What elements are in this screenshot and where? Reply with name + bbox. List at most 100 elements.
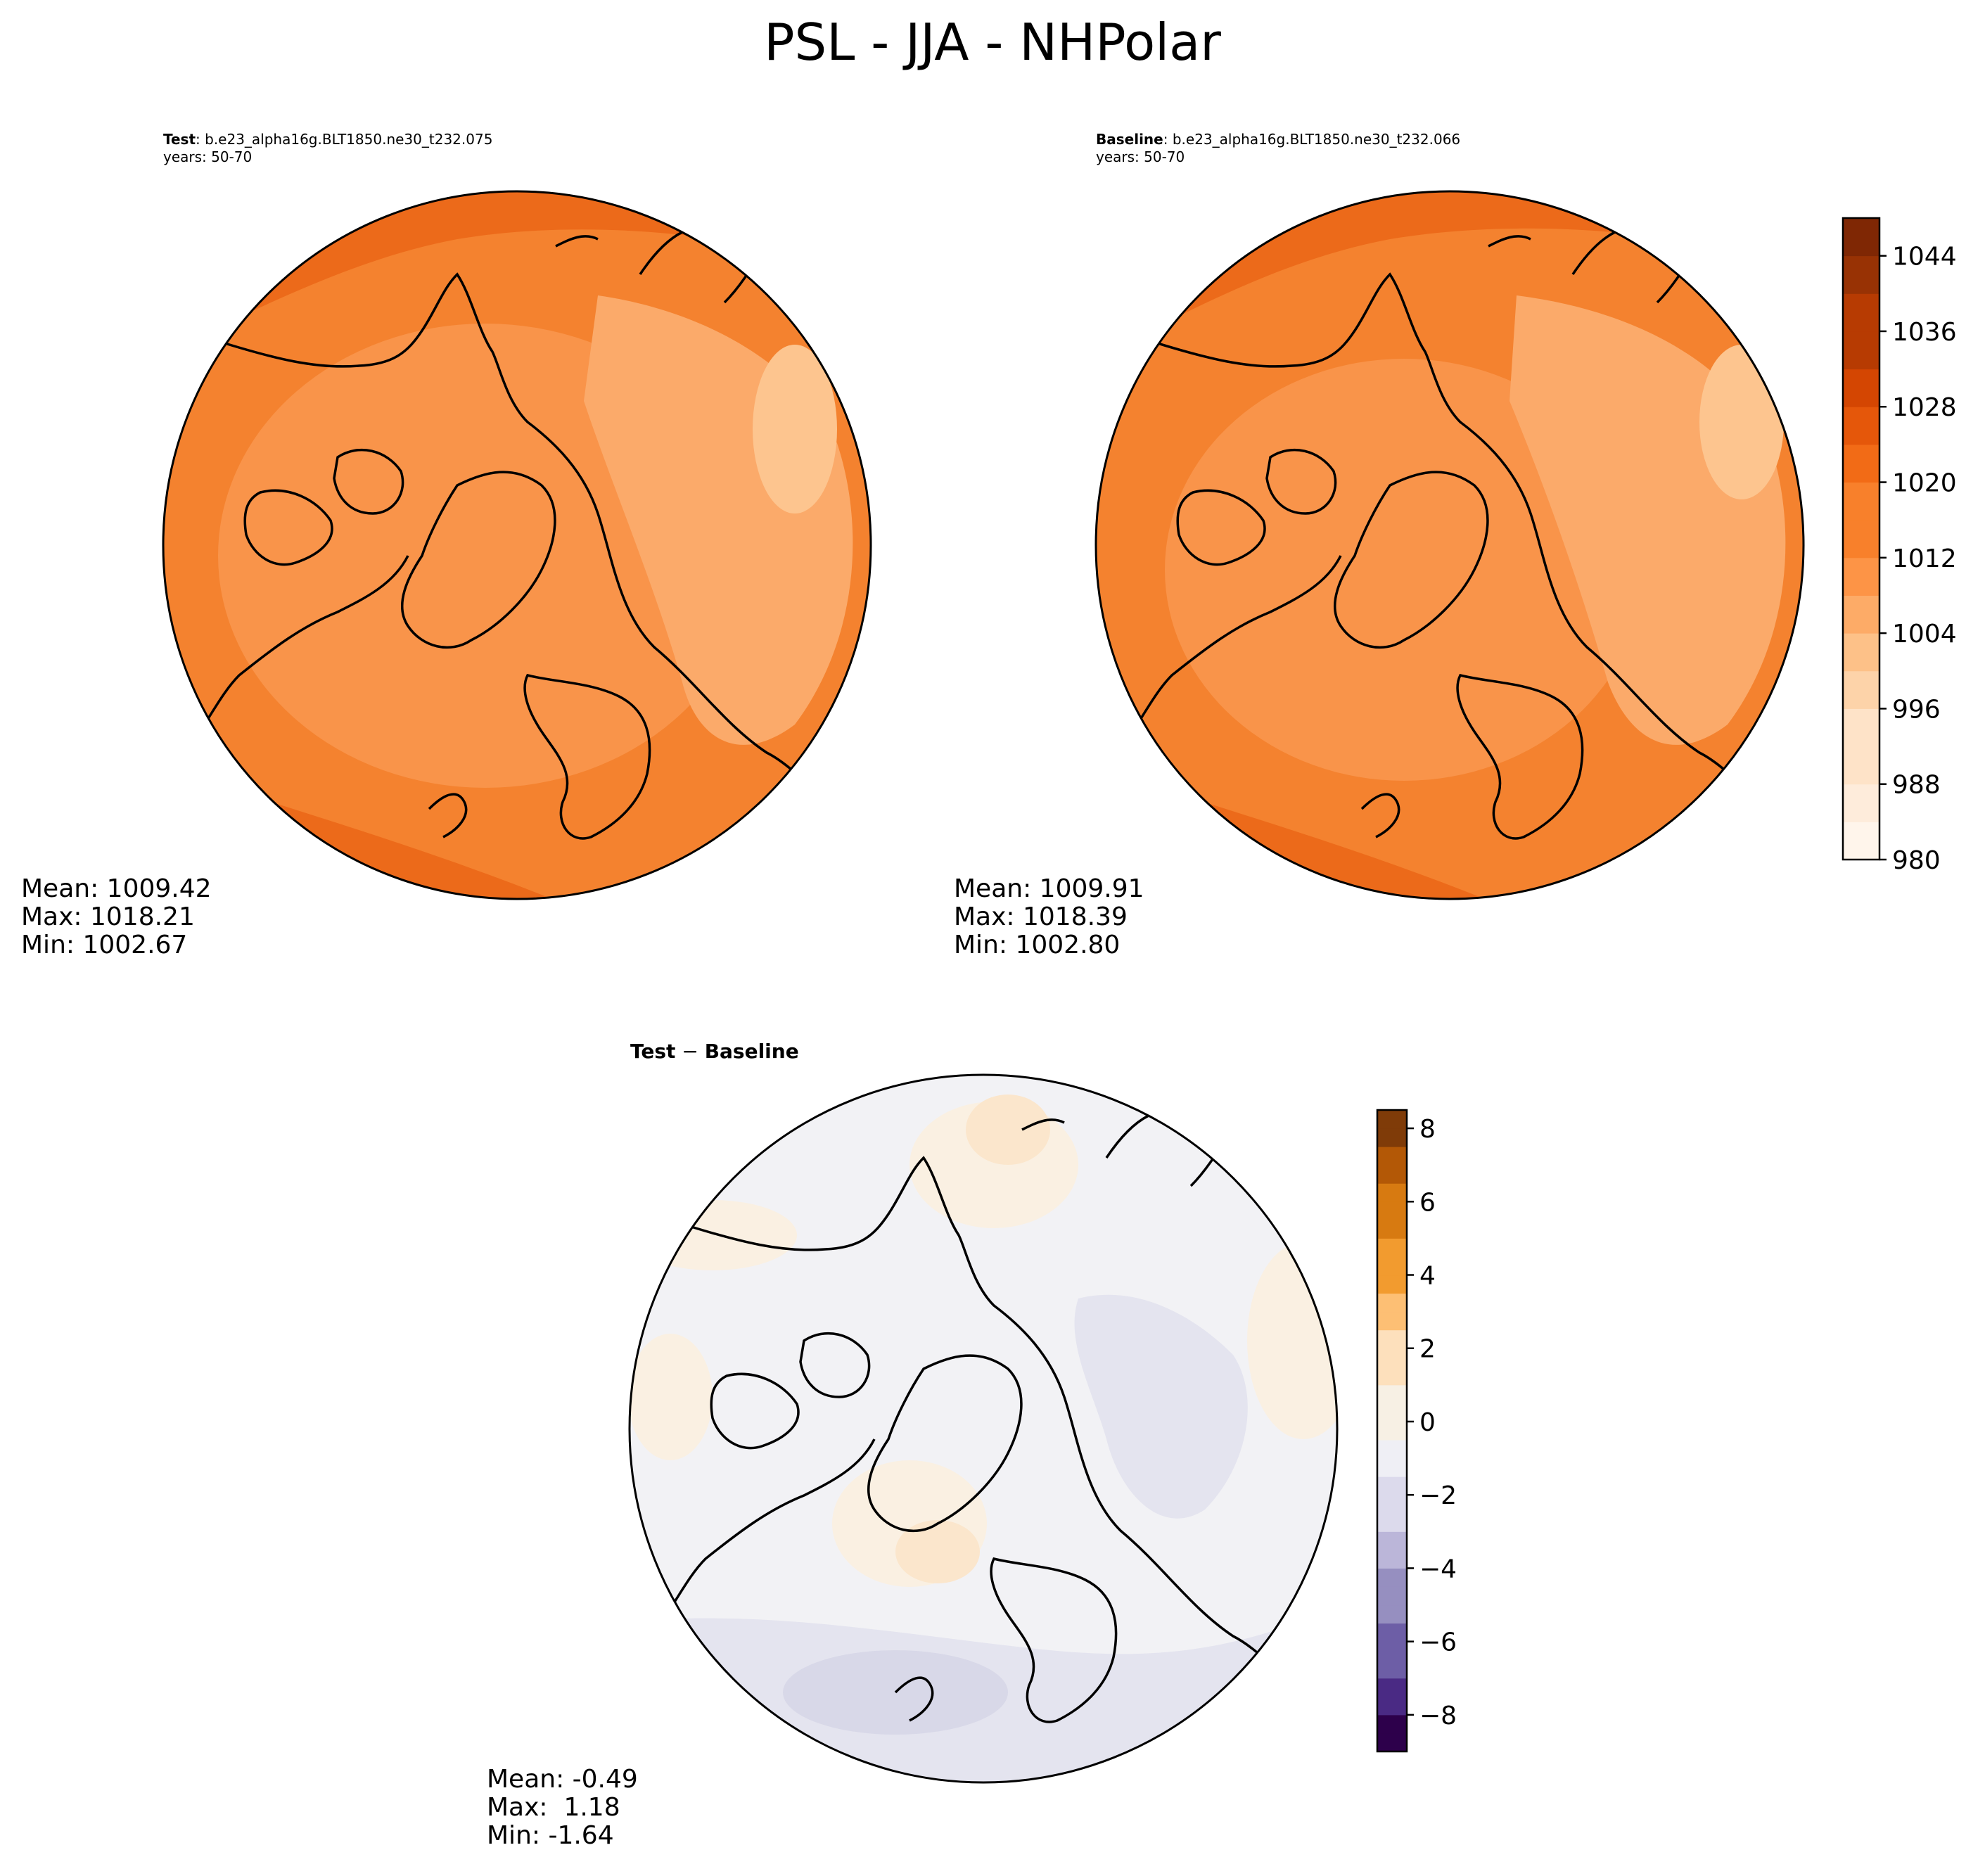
diff-colorbar-level	[1377, 1147, 1407, 1166]
psl-colorbar-level	[1843, 633, 1879, 672]
test-stats: Mean: 1009.42 Max: 1018.21 Min: 1002.67	[21, 875, 212, 959]
psl-colorbar-level	[1843, 746, 1879, 785]
diff-colorbar-level	[1377, 1641, 1407, 1661]
test-max: Max: 1018.21	[21, 902, 195, 931]
diff-max: Max: 1.18	[487, 1793, 620, 1822]
psl-colorbar-level	[1843, 331, 1879, 370]
test-case-name: : b.e23_alpha16g.BLT1850.ne30_t232.075	[196, 131, 493, 148]
psl-colorbar-level	[1843, 670, 1879, 709]
diff-colorbar-tick-label: −4	[1419, 1555, 1457, 1583]
diff-colorbar-level	[1377, 1604, 1407, 1624]
test-min: Min: 1002.67	[21, 931, 188, 959]
psl-colorbar-tick-label: 1044	[1892, 243, 1957, 272]
diff-colorbar-level	[1377, 1329, 1407, 1349]
psl-colorbar-level	[1843, 218, 1879, 257]
figure-title: PSL - JJA - NHPolar	[764, 13, 1221, 72]
baseline-max: Max: 1018.39	[954, 902, 1128, 931]
psl-colorbar-level	[1843, 293, 1879, 332]
baseline-polar-map	[1094, 190, 1805, 900]
test-label: Test	[163, 131, 196, 148]
psl-colorbar-level	[1843, 595, 1879, 634]
psl-colorbar-tick-label: 988	[1892, 771, 1941, 800]
baseline-case-name: : b.e23_alpha16g.BLT1850.ne30_t232.066	[1163, 131, 1461, 148]
diff-colorbar-level	[1377, 1165, 1407, 1184]
test-pressure-field	[163, 191, 871, 899]
diff-colorbar-level	[1377, 1623, 1407, 1642]
psl-colorbar-level	[1843, 369, 1879, 407]
diff-colorbar-tick-label: −6	[1419, 1628, 1457, 1657]
diff-coastlines	[648, 1114, 1319, 1723]
psl-colorbar-level	[1843, 822, 1879, 860]
diff-colorbar-level	[1377, 1714, 1407, 1734]
psl-colorbar-level	[1843, 482, 1879, 521]
psl-colorbar-tick-label: 1012	[1892, 544, 1957, 573]
diff-colorbar-level	[1377, 1110, 1407, 1129]
diff-colorbar-level	[1377, 1513, 1407, 1532]
diff-colorbar: −8 −6 −4 −2 0 2 4 6 8	[1376, 1109, 1457, 1753]
diff-panel-title: Test − Baseline	[630, 1040, 799, 1063]
test-coastlines	[181, 231, 853, 840]
diff-colorbar-tick-label: 4	[1419, 1262, 1436, 1291]
diff-colorbar-tick-label: 2	[1419, 1335, 1436, 1364]
psl-colorbar-level	[1843, 784, 1879, 822]
diff-colorbar-level	[1377, 1384, 1407, 1404]
diff-colorbar-level	[1377, 1421, 1407, 1441]
baseline-label: Baseline	[1096, 131, 1163, 148]
diff-min: Min: -1.64	[487, 1821, 614, 1850]
diff-colorbar-tick-label: −2	[1419, 1481, 1457, 1510]
diff-colorbar-level	[1377, 1733, 1407, 1752]
diff-colorbar-level	[1377, 1440, 1407, 1459]
psl-colorbar-level	[1843, 255, 1879, 294]
psl-colorbar-level	[1843, 708, 1879, 747]
diff-colorbar-level	[1377, 1201, 1407, 1220]
psl-colorbar-tick-label: 1020	[1892, 469, 1957, 498]
baseline-years: years: 50-70	[1096, 148, 1185, 165]
baseline-map-boundary	[1094, 190, 1805, 900]
psl-colorbar-tick-label: 1028	[1892, 393, 1957, 422]
diff-colorbar-level	[1377, 1495, 1407, 1514]
diff-colorbar-level	[1377, 1531, 1407, 1550]
diff-colorbar-level	[1377, 1128, 1407, 1147]
psl-colorbar-tick-label: 1036	[1892, 318, 1957, 347]
baseline-pressure-field	[1096, 191, 1804, 899]
test-map-boundary	[162, 190, 872, 900]
diff-colorbar-level	[1377, 1476, 1407, 1495]
psl-colorbar-tick-label: 980	[1892, 846, 1941, 875]
diff-colorbar-level	[1377, 1568, 1407, 1587]
diff-title-test: Test	[630, 1040, 676, 1063]
psl-colorbar-tick-label: 1004	[1892, 620, 1957, 649]
diff-colorbar-level	[1377, 1696, 1407, 1716]
diff-colorbar-level	[1377, 1403, 1407, 1422]
baseline-min: Min: 1002.80	[954, 931, 1121, 959]
diff-title-baseline: Baseline	[704, 1040, 799, 1063]
diff-colorbar-level	[1377, 1458, 1407, 1477]
psl-colorbar-level	[1843, 557, 1879, 596]
diff-colorbar-level	[1377, 1220, 1407, 1239]
diff-colorbar-level	[1377, 1586, 1407, 1606]
baseline-stats: Mean: 1009.91 Max: 1018.39 Min: 1002.80	[954, 875, 1144, 959]
test-mean: Mean: 1009.42	[21, 874, 212, 903]
diff-mean: Mean: -0.49	[487, 1765, 638, 1794]
diff-map-boundary	[628, 1073, 1339, 1784]
diff-colorbar-level	[1377, 1659, 1407, 1679]
test-years: years: 50-70	[163, 148, 253, 165]
diff-colorbar-tick-label: 6	[1419, 1188, 1436, 1217]
psl-colorbar-level	[1843, 407, 1879, 445]
psl-colorbar-tick-label: 996	[1892, 695, 1941, 724]
diff-colorbar-tick-label: −8	[1419, 1702, 1457, 1730]
diff-pressure-field	[630, 1075, 1337, 1782]
baseline-mean: Mean: 1009.91	[954, 874, 1144, 903]
diff-colorbar-level	[1377, 1366, 1407, 1386]
test-panel-title: Test: b.e23_alpha16g.BLT1850.ne30_t232.0…	[163, 131, 492, 166]
diff-colorbar-level	[1377, 1550, 1407, 1569]
diff-polar-map	[628, 1073, 1339, 1784]
baseline-panel-title: Baseline: b.e23_alpha16g.BLT1850.ne30_t2…	[1096, 131, 1460, 166]
psl-colorbar-level	[1843, 444, 1879, 483]
diff-colorbar-level	[1377, 1293, 1407, 1313]
diff-colorbar-tick-label: 8	[1419, 1115, 1436, 1144]
psl-colorbar-level	[1843, 520, 1879, 559]
diff-colorbar-level	[1377, 1275, 1407, 1294]
diff-colorbar-level	[1377, 1238, 1407, 1257]
diff-colorbar-level	[1377, 1183, 1407, 1202]
diff-colorbar-level	[1377, 1311, 1407, 1331]
